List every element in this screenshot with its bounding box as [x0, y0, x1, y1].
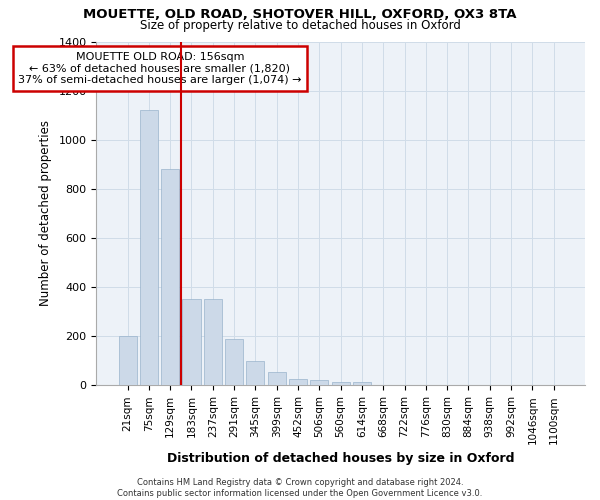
Bar: [310, 380, 328, 386]
Text: Contains HM Land Registry data © Crown copyright and database right 2024.
Contai: Contains HM Land Registry data © Crown c…: [118, 478, 482, 498]
Bar: [353, 382, 371, 386]
Text: Size of property relative to detached houses in Oxford: Size of property relative to detached ho…: [140, 18, 460, 32]
Bar: [119, 336, 137, 386]
Bar: [225, 338, 243, 386]
Y-axis label: Number of detached properties: Number of detached properties: [38, 120, 52, 306]
Bar: [268, 372, 286, 386]
Bar: [332, 382, 350, 386]
Bar: [247, 361, 265, 386]
Bar: [140, 110, 158, 386]
Bar: [289, 379, 307, 386]
Bar: [182, 300, 200, 386]
Bar: [161, 169, 179, 386]
Text: MOUETTE, OLD ROAD, SHOTOVER HILL, OXFORD, OX3 8TA: MOUETTE, OLD ROAD, SHOTOVER HILL, OXFORD…: [83, 8, 517, 20]
X-axis label: Distribution of detached houses by size in Oxford: Distribution of detached houses by size …: [167, 452, 514, 465]
Text: MOUETTE OLD ROAD: 156sqm
← 63% of detached houses are smaller (1,820)
37% of sem: MOUETTE OLD ROAD: 156sqm ← 63% of detach…: [18, 52, 302, 85]
Bar: [204, 300, 222, 386]
